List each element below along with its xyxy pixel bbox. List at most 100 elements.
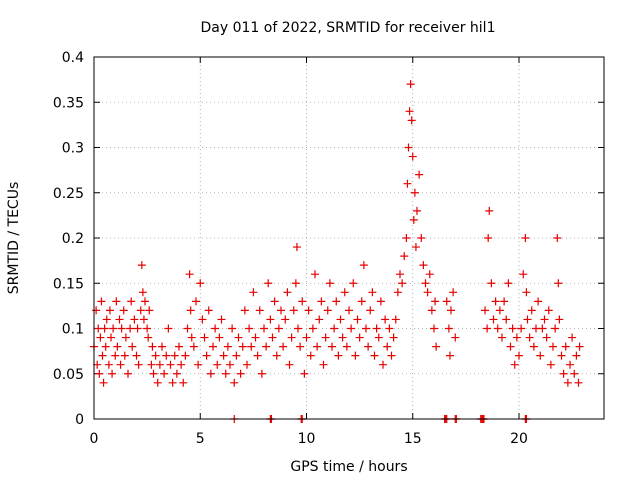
data-point (158, 342, 166, 351)
data-point (417, 234, 426, 242)
data-point (113, 342, 122, 351)
data-point (186, 306, 195, 315)
x-tick-label: 15 (404, 431, 422, 447)
data-point (493, 324, 502, 333)
chart-title: Day 011 of 2022, SRMTID for receiver hil… (201, 20, 496, 36)
data-point (334, 351, 343, 360)
data-point (311, 270, 319, 279)
data-point (391, 315, 400, 324)
data-point (234, 333, 243, 342)
data-point (97, 297, 106, 306)
data-point (283, 288, 292, 297)
data-point (247, 342, 256, 351)
data-point (349, 279, 358, 288)
data-point (557, 351, 566, 360)
data-point (319, 360, 328, 369)
data-point (481, 306, 489, 315)
data-point (189, 342, 198, 351)
data-point (313, 342, 322, 351)
data-point (546, 360, 555, 369)
data-point (554, 279, 563, 288)
data-point (408, 152, 417, 161)
data-point (187, 333, 196, 342)
data-point (260, 324, 268, 333)
data-point (137, 261, 146, 270)
data-point (351, 351, 360, 360)
plot-frame (93, 56, 605, 420)
data-point (93, 360, 102, 369)
data-point (251, 333, 260, 342)
data-point (506, 342, 515, 351)
data-point (116, 360, 125, 369)
data-point (181, 351, 190, 360)
data-point (183, 324, 192, 333)
data-point (529, 342, 538, 351)
data-point (128, 342, 137, 351)
data-point (221, 369, 230, 378)
data-point (549, 342, 557, 351)
data-point (264, 279, 273, 288)
data-point (145, 306, 154, 315)
data-point (292, 243, 301, 252)
data-point (105, 306, 114, 315)
data-point (405, 107, 414, 116)
data-point (383, 342, 392, 351)
data-point (219, 351, 228, 360)
data-point (406, 80, 415, 89)
data-point (561, 342, 570, 351)
data-point (447, 306, 455, 315)
data-point (215, 333, 224, 342)
data-point (134, 360, 143, 369)
data-point (232, 351, 241, 360)
data-point (109, 324, 118, 333)
data-point (196, 279, 205, 288)
data-point (147, 360, 156, 369)
data-point (523, 315, 532, 324)
data-point (255, 306, 264, 315)
data-point (257, 369, 266, 378)
data-point (498, 333, 506, 342)
data-point (155, 360, 164, 369)
data-point (538, 324, 547, 333)
data-point (236, 369, 245, 378)
y-tick-label: 0.05 (53, 367, 84, 383)
data-point (95, 369, 104, 378)
data-point (249, 288, 258, 297)
data-point (96, 333, 105, 342)
data-point (484, 234, 493, 242)
data-point (136, 306, 145, 315)
data-point (206, 369, 215, 378)
data-point (317, 297, 326, 306)
data-point (364, 342, 373, 351)
data-point (451, 333, 460, 342)
data-point (449, 288, 458, 297)
data-point (120, 351, 129, 360)
data-point (111, 351, 120, 360)
data-point (491, 297, 500, 306)
data-point (213, 360, 222, 369)
data-point (300, 369, 309, 378)
data-point (298, 297, 307, 306)
data-point (296, 342, 305, 351)
data-point (279, 342, 288, 351)
data-point (379, 360, 387, 369)
x-tick-label: 10 (298, 431, 316, 447)
data-point (566, 360, 574, 369)
data-point (431, 297, 440, 306)
data-point (400, 252, 409, 261)
data-point (126, 324, 135, 333)
data-point (117, 324, 126, 333)
y-tick-label: 0.2 (62, 231, 84, 247)
data-point (124, 369, 132, 378)
data-point (253, 351, 262, 360)
data-point (141, 297, 149, 306)
data-point (425, 270, 434, 279)
data-point (294, 324, 302, 333)
data-point (421, 279, 430, 288)
data-point (223, 342, 232, 351)
data-point (502, 315, 511, 324)
data-point (281, 315, 290, 324)
data-point (575, 342, 584, 351)
data-point (104, 360, 113, 369)
